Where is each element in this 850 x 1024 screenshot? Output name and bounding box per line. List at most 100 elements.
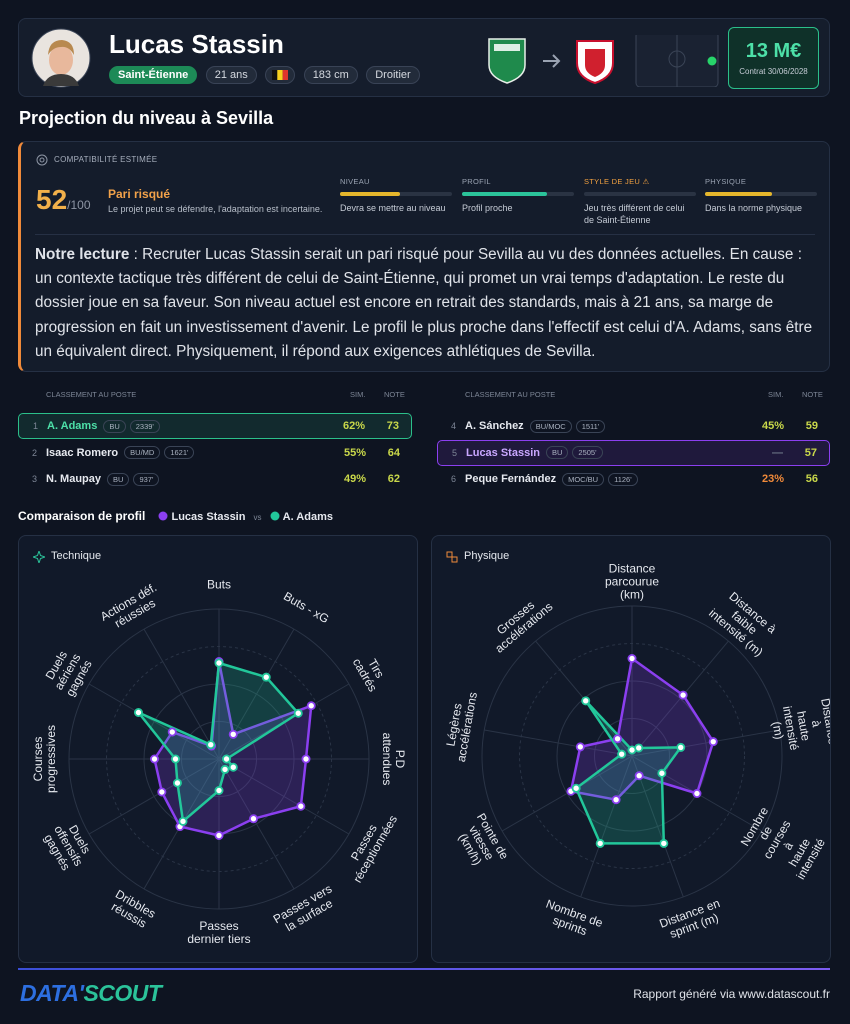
- radar-point: [627, 654, 637, 664]
- radar-point: [220, 764, 230, 774]
- radar-point: [692, 788, 702, 798]
- footer-line: [18, 968, 830, 970]
- criterion-bar: [340, 192, 401, 196]
- radar-point: [214, 658, 224, 668]
- spoke: [88, 683, 220, 760]
- radar-point: [248, 814, 258, 824]
- logo-part: SCOUT: [83, 980, 162, 1006]
- minutes-chip: 1126': [608, 472, 638, 486]
- radar-point: [657, 768, 667, 778]
- flag-chip: [265, 66, 296, 84]
- radar-area: [574, 699, 682, 845]
- criterion-text: Jeu très différent de celui de Saint-Éti…: [584, 203, 685, 225]
- criterion-label: NIVEAU: [340, 177, 370, 186]
- ranking-header: NOTE: [384, 390, 405, 399]
- radar-point: [172, 778, 182, 788]
- criterion-label: PROFIL: [462, 177, 491, 186]
- radar-point: [708, 737, 718, 747]
- radar-point: [634, 743, 644, 753]
- verdict: Pari risqué: [108, 187, 171, 201]
- radar-point: [214, 785, 224, 795]
- radar-point: [575, 742, 585, 752]
- radar-point: [306, 701, 316, 711]
- legend-vs: vs: [253, 513, 262, 522]
- logo-part: DATA': [20, 980, 84, 1006]
- radar-point: [678, 690, 688, 700]
- ranking-row: 5 Lucas Stassin BU 2505' — 57: [437, 439, 830, 466]
- radar-point: [296, 801, 306, 811]
- legend-swatch: [270, 511, 280, 521]
- reading: Notre lecture : Recruter Lucas Stassin s…: [35, 243, 821, 364]
- note: 64: [387, 446, 400, 459]
- radar-point: [611, 795, 621, 805]
- position-chip: BU: [103, 419, 126, 433]
- radar-point: [206, 740, 216, 750]
- legend-entry: A. Adams: [282, 511, 333, 523]
- ranking-row: 3 N. Maupay BU 937' 49% 62: [18, 466, 412, 492]
- compat-label: COMPATIBILITÉ ESTIMÉE: [54, 155, 158, 164]
- similarity: —: [772, 446, 783, 459]
- panel-icon: [33, 551, 45, 563]
- radar-point: [221, 754, 231, 764]
- radar-point: [178, 816, 188, 826]
- criterion-text: Dans la norme physique: [705, 203, 803, 213]
- criterion: PROFIL Profil proche: [462, 177, 574, 214]
- radar-point: [571, 783, 581, 793]
- spoke: [218, 758, 295, 890]
- rank: 4: [451, 421, 457, 431]
- radar-point: [228, 729, 238, 739]
- player-name: N. Maupay: [46, 473, 102, 485]
- section-title: Projection du niveau à Sevilla: [19, 108, 274, 128]
- divider: [35, 234, 815, 235]
- club-chip: Saint-Étienne: [109, 66, 198, 84]
- reading-text: : Recruter Lucas Stassin serait un pari …: [35, 246, 813, 360]
- spoke: [580, 755, 633, 898]
- criterion-text: Devra se mettre au niveau: [340, 203, 446, 213]
- spoke: [218, 758, 350, 835]
- criterion-track: [584, 192, 696, 196]
- reading-lead: Notre lecture: [35, 246, 130, 263]
- ranking-row: 4 A. Sánchez BU/MOC 1511' 45% 59: [437, 413, 830, 439]
- note: 56: [805, 473, 818, 485]
- minutes-chip: 2339': [129, 419, 160, 433]
- position-chip: MOC/BU: [562, 472, 605, 486]
- note: 62: [387, 473, 400, 485]
- height-chip: 183 cm: [303, 66, 358, 84]
- criterion-label: STYLE DE JEU ⚠: [584, 177, 650, 186]
- radar-point: [261, 672, 271, 682]
- axis-label: Buts: [206, 577, 232, 592]
- compatibility-card: COMPATIBILITÉ ESTIMÉE 52/100 Pari risqué…: [18, 141, 830, 372]
- ranking-header: NOTE: [802, 390, 823, 399]
- radar-point: [634, 771, 644, 781]
- criterion-text: Profil proche: [462, 203, 513, 213]
- radar-point: [613, 734, 623, 744]
- axis-label: Courses progressives: [31, 724, 58, 794]
- ranking-row: 1 A. Adams BU 2339' 62% 73: [18, 413, 412, 439]
- position-chip: BU: [107, 472, 130, 486]
- player-name: A. Sánchez: [465, 420, 524, 432]
- radar-point: [214, 830, 224, 840]
- comparison-legend: Comparaison de profil Lucas Stassin vs A…: [18, 509, 333, 523]
- market-value: 13 M€: [745, 40, 802, 62]
- radar-chart: [481, 605, 783, 907]
- position-chip: BU: [545, 446, 569, 459]
- ranking-header: CLASSEMENT AU POSTE: [465, 390, 556, 399]
- axis-label: P.D attendues: [380, 732, 407, 786]
- player-chips: Saint-Étienne 21 ans 183 cm Droitier: [109, 66, 424, 84]
- radar-point: [228, 762, 238, 772]
- similarity: 55%: [343, 446, 366, 459]
- criterion-track: [340, 192, 452, 196]
- player-name: Lucas Stassin: [466, 446, 540, 459]
- rank: 1: [33, 421, 39, 431]
- value-box: 13 M€ Contrat 30/06/2028: [728, 27, 819, 89]
- criterion-bar: [705, 192, 773, 196]
- spoke: [143, 628, 220, 760]
- criterion-track: [462, 192, 574, 196]
- rank: 2: [32, 447, 38, 458]
- foot-chip: Droitier: [366, 66, 420, 84]
- ranking-header: SIM.: [768, 390, 784, 399]
- radar-point: [293, 708, 303, 718]
- radar-point: [595, 838, 605, 848]
- ranking-row: 2 Isaac Romero BU/MD 1621' 55% 64: [18, 440, 412, 466]
- radar-panel: Physique Distance parcourue (km) Distance …: [431, 535, 831, 963]
